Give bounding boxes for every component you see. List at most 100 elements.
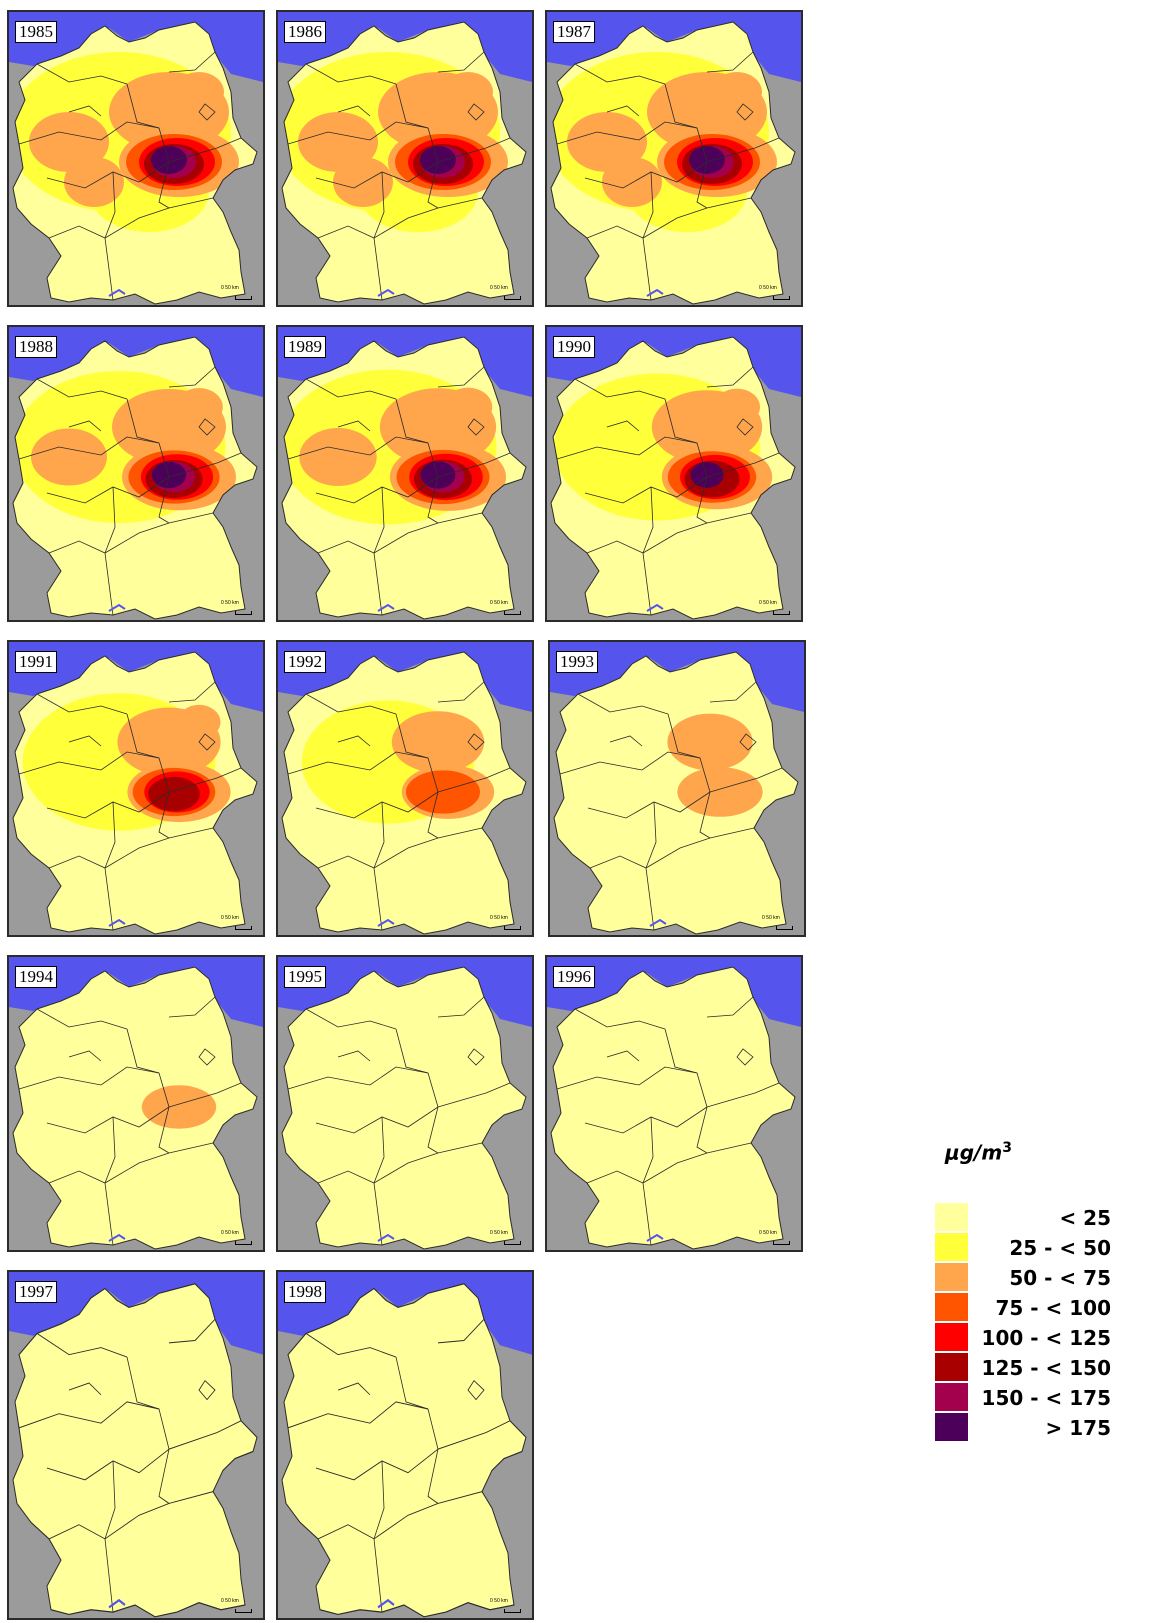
lake-constance [646, 1233, 664, 1242]
map-panel: 1985 0 50 km [7, 10, 265, 307]
legend-unit-main: μg/m [945, 1140, 1003, 1165]
state-border [437, 366, 485, 388]
state-border [337, 1382, 371, 1396]
lake-constance [108, 1233, 126, 1242]
country-border [553, 651, 799, 935]
state-border [467, 733, 485, 751]
legend-unit-sup: 3 [1002, 1140, 1012, 1156]
year-label: 1998 [284, 1281, 326, 1303]
legend-label: 50 - < 75 [1009, 1266, 1111, 1290]
map-panel: 1995 0 50 km [276, 955, 534, 1252]
year-label: 1996 [553, 966, 595, 988]
state-border [706, 51, 754, 73]
land-group [551, 967, 795, 1249]
state-border [606, 420, 640, 432]
scale-bar: 0 50 km [762, 915, 796, 931]
state-border [427, 476, 439, 524]
germany-map [278, 12, 532, 305]
state-border [664, 398, 780, 478]
state-border [706, 366, 754, 388]
legend-item: < 25 [935, 1203, 1125, 1231]
scale-label: 0 50 km [759, 1230, 777, 1236]
state-border [317, 1142, 483, 1184]
land-base [282, 967, 526, 1249]
state-border [609, 735, 643, 747]
concentration-area [174, 72, 224, 112]
state-border [373, 801, 385, 931]
legend-label: 75 - < 100 [995, 1296, 1111, 1320]
concentration-area [391, 711, 485, 773]
state-border [696, 476, 708, 524]
concentration-area [406, 770, 480, 814]
state-border [467, 1048, 485, 1066]
legend-swatch [935, 1263, 968, 1291]
legend-label: 150 - < 175 [981, 1386, 1111, 1410]
germany-map [547, 12, 801, 305]
year-label: 1988 [15, 336, 57, 358]
land-group [282, 337, 526, 619]
state-border [395, 1028, 511, 1108]
map-panel: 1990 0 50 km [545, 325, 803, 622]
concentration-area [420, 461, 456, 489]
concentration-area [420, 146, 456, 174]
map-panel: 1989 0 50 km [276, 325, 534, 622]
state-border [198, 1379, 216, 1401]
map-panel: 1988 0 50 km [7, 325, 265, 622]
scale-label: 0 50 km [490, 915, 508, 921]
concentration-area [690, 462, 724, 488]
land-group [13, 967, 257, 1249]
state-border [305, 1008, 397, 1030]
concentration-area [333, 157, 393, 207]
scale-line [776, 926, 793, 930]
land-group [13, 1283, 257, 1617]
state-border [305, 63, 397, 85]
year-label: 1994 [15, 966, 57, 988]
state-border [48, 1142, 214, 1184]
concentration-area [714, 388, 760, 426]
state-border [642, 171, 654, 301]
state-border [427, 1449, 439, 1504]
map-panel: 1986 0 50 km [276, 10, 534, 307]
state-border [68, 1382, 102, 1396]
year-label: 1989 [284, 336, 326, 358]
scale-bar: 0 50 km [221, 1598, 255, 1614]
germany-map [9, 12, 263, 305]
concentration-area [677, 767, 763, 817]
state-border [574, 1008, 666, 1030]
state-border [68, 735, 102, 747]
scale-bar: 0 50 km [221, 285, 255, 301]
lake-constance [377, 918, 395, 927]
state-border [158, 476, 170, 524]
legend-label: 25 - < 50 [1009, 1236, 1111, 1260]
state-border [427, 161, 439, 209]
scale-label: 0 50 km [490, 1598, 508, 1604]
state-border [198, 1048, 216, 1066]
state-border [104, 1460, 116, 1613]
scale-bar: 0 50 km [221, 1230, 255, 1246]
state-border [317, 197, 483, 239]
state-border [104, 171, 116, 301]
state-border [337, 420, 371, 432]
germany-map [278, 327, 532, 620]
legend-item: 75 - < 100 [935, 1293, 1125, 1321]
state-border [437, 1318, 485, 1344]
country-border [12, 1283, 258, 1618]
land-group [282, 22, 526, 304]
lake-constance [377, 603, 395, 612]
country-border [550, 21, 796, 305]
scale-line [504, 1609, 521, 1613]
state-border [48, 827, 214, 869]
map-panel: 1998 0 50 km [276, 1270, 534, 1620]
lake-constance [108, 603, 126, 612]
scale-bar: 0 50 km [490, 600, 524, 616]
germany-map [9, 957, 263, 1250]
map-panel: 1996 0 50 km [545, 955, 803, 1252]
state-border [104, 486, 116, 616]
lake-constance [377, 1233, 395, 1242]
state-border [395, 1356, 511, 1450]
scale-label: 0 50 km [762, 915, 780, 921]
state-border [395, 713, 511, 793]
state-border [645, 801, 657, 931]
concentration-area [29, 112, 109, 172]
state-border [168, 366, 216, 388]
